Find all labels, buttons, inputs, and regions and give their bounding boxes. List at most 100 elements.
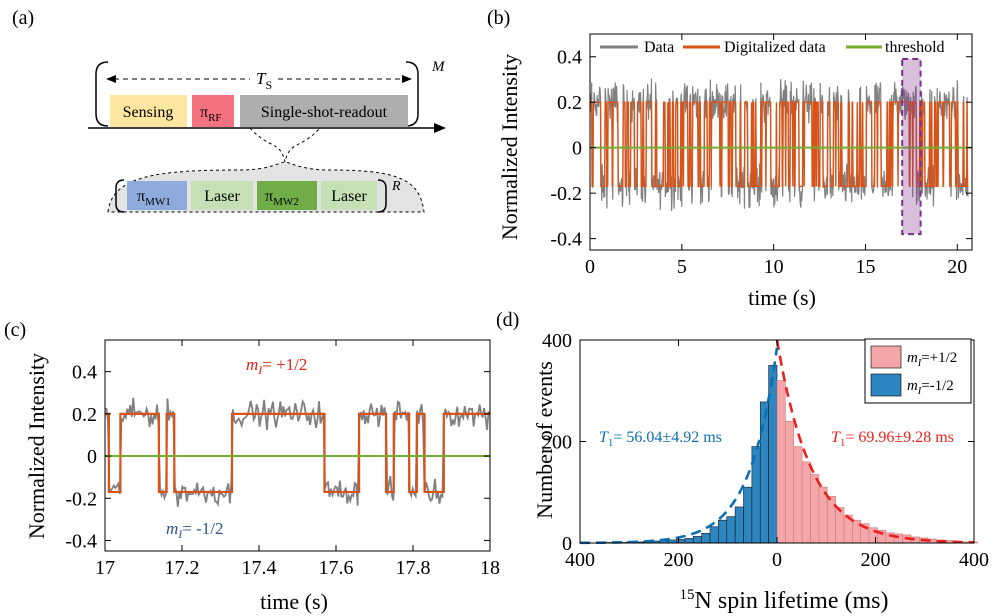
chart-b-ylabel: Normalized Intensity (497, 54, 522, 240)
time-axis-arrowhead (434, 123, 446, 133)
chart-c-xlabel: time (s) (260, 589, 328, 614)
fit-curve-plus-half (775, 339, 975, 544)
outer-left-bracket (95, 61, 109, 127)
chart-d-ytick-label: 0 (562, 533, 572, 555)
readout-label: Single-shot-readout (261, 104, 388, 121)
chart-c-ytick-label: 0.4 (72, 362, 97, 384)
chart-c: 17 17.2 17.4 17.6 17.8 18 -0.4 -0.2 0 0.2 0.4 Norm… (24, 339, 500, 614)
chart-c-xtick-label: 17.2 (165, 557, 200, 579)
laser-label-2: Laser (331, 188, 367, 205)
chart-c-ytick-label: 0 (87, 446, 97, 468)
chart-b-ytick-label: -0.2 (550, 183, 582, 205)
chart-d-legend: mI=+1/2 mI=-1/2 (864, 338, 972, 404)
chart-b-ytick-label: -0.4 (550, 229, 582, 251)
chart-b-frame (589, 33, 973, 251)
outer-right-bracket (405, 61, 419, 127)
annotation-mi-plus-half: mI= +1/2 (246, 355, 307, 377)
repeat-r-label: R (391, 179, 401, 194)
series-data-line (104, 397, 491, 507)
t1-minus-annotation: T1= 56.04±4.92 ms (599, 429, 722, 449)
chart-b-xlabel: time (s) (748, 285, 816, 310)
sensing-label: Sensing (123, 104, 174, 121)
bar-minus-half (726, 516, 736, 544)
chart-b-ytick-label: 0 (572, 138, 582, 160)
bar-plus-half (810, 474, 820, 544)
ts-arrow-head-left (106, 75, 116, 83)
series-digitalized-line (105, 412, 490, 494)
bar-minus-half (718, 519, 728, 544)
panel-label-d: (d) (496, 309, 519, 331)
panel-label-b: (b) (487, 7, 510, 29)
chart-c-ytick-label: 0.2 (72, 404, 97, 426)
chart-b-xtick-label: 15 (855, 256, 875, 278)
legend-label-plus-half: mI=+1/2 (907, 350, 957, 369)
bar-minus-half (759, 401, 769, 544)
chart-c-ylabel: Normalized Intensity (24, 353, 49, 539)
bar-minus-half (684, 538, 694, 544)
bar-plus-half (826, 496, 836, 544)
chart-b-xtick-label: 20 (947, 256, 967, 278)
bar-minus-half (743, 486, 753, 544)
ts-label: TS (256, 69, 272, 92)
legend-label-digital: Digitalized data (724, 39, 826, 56)
chart-d-xtick-label: 0 (772, 549, 782, 571)
sensing-block (110, 95, 187, 127)
repeat-m-label: M (431, 59, 446, 75)
chart-d-xlabel: 15N spin lifetime (ms) (680, 587, 889, 614)
bar-minus-half (676, 539, 686, 544)
t1-plus-annotation: T1= 69.96±9.28 ms (831, 429, 954, 449)
chart-c-xtick-label: 17.6 (319, 557, 354, 579)
chart-c-xtick-label: 18 (480, 557, 500, 579)
laser-label-1: Laser (204, 188, 240, 205)
chart-c-xtick-label: 17.8 (396, 557, 431, 579)
readout-block (240, 95, 408, 127)
chart-d-ylabel: Number of events (532, 361, 557, 519)
bar-minus-half (709, 526, 719, 544)
laser-block-1 (191, 181, 253, 210)
chart-b-ytick-label: 0.4 (557, 47, 582, 69)
chart-b-ytick-label: 0.2 (557, 92, 582, 114)
inner-right-bracket (377, 179, 387, 213)
chart-d-xtick-label: 400 (565, 549, 595, 571)
bar-plus-half (793, 446, 803, 544)
pulse-sequence-diagram: M TS Sensing πRF Single-shot-readout R π… (88, 59, 446, 213)
pi-mw2-block (257, 181, 317, 210)
pi-mw2-label: πMW2 (265, 188, 299, 208)
chart-b-plot-area (589, 36, 972, 236)
legend-swatch-minus-half (870, 373, 902, 397)
highlight-region-box (901, 58, 922, 236)
bar-minus-half (768, 365, 778, 544)
chart-c-xtick-label: 17.4 (242, 557, 277, 579)
chart-c-axes: 17 17.2 17.4 17.6 17.8 18 -0.4 -0.2 0 0.2 0.4 (65, 339, 500, 579)
ts-arrow-head-right (402, 75, 412, 83)
bar-minus-half (701, 533, 711, 544)
pi-mw1-block (127, 181, 187, 210)
bar-minus-half (734, 506, 744, 544)
chart-c-frame (104, 339, 491, 552)
laser-block-2 (321, 181, 377, 210)
chart-c-ytick-label: -0.2 (65, 488, 97, 510)
bar-plus-half (801, 461, 811, 544)
chart-d-xtick-label: 200 (664, 549, 694, 571)
bar-plus-half (776, 380, 786, 544)
chart-b-xtick-label: 5 (677, 256, 687, 278)
chart-b-xtick-label: 0 (585, 256, 595, 278)
legend-background (596, 36, 968, 58)
panel-label-c: (c) (4, 319, 26, 341)
pi-rf-label: πRF (200, 104, 222, 124)
legend-label-data: Data (644, 39, 674, 56)
bar-minus-half (692, 536, 702, 544)
chart-c-ytick-label: -0.4 (65, 530, 97, 552)
chart-b-axes: 0 5 10 15 20 -0.4 -0.2 0 0.2 0.4 (550, 33, 973, 278)
panel-label-a: (a) (12, 7, 34, 29)
legend-label-minus-half: mI=-1/2 (907, 378, 954, 397)
chart-c-xtick-label: 17 (95, 557, 115, 579)
chart-d-xtick-label: 400 (959, 549, 989, 571)
chart-b-legend: Data Digitalized data threshold (600, 39, 945, 56)
readout-expansion-connector (249, 127, 321, 163)
chart-c-plot-area (104, 397, 491, 507)
chart-b: 0 5 10 15 20 -0.4 -0.2 0 0.2 0.4 Normalized Inten… (497, 33, 973, 310)
legend-swatch-plus-half (870, 345, 902, 369)
